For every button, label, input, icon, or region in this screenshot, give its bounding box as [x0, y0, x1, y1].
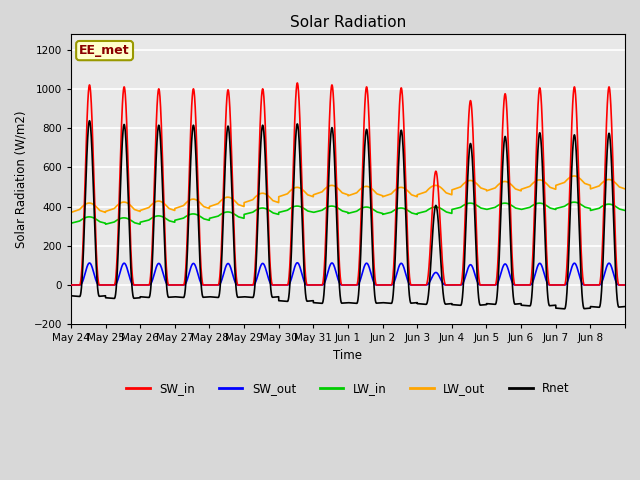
LW_out: [527, 182, 535, 188]
Rnet: [500, 140, 508, 145]
SW_out: [527, 282, 535, 288]
Rnet: [182, 278, 190, 284]
Line: LW_in: LW_in: [71, 202, 625, 224]
LW_in: [399, 205, 406, 211]
LW_out: [67, 210, 75, 216]
X-axis label: Time: Time: [333, 349, 362, 362]
LW_out: [369, 186, 376, 192]
SW_out: [294, 260, 301, 265]
SW_out: [621, 282, 629, 288]
Rnet: [86, 118, 93, 124]
SW_in: [527, 277, 535, 283]
Title: Solar Radiation: Solar Radiation: [290, 15, 406, 30]
SW_out: [67, 282, 75, 288]
Rnet: [369, 253, 376, 259]
LW_in: [500, 200, 508, 206]
LW_in: [369, 206, 376, 212]
SW_in: [369, 228, 376, 233]
Line: Rnet: Rnet: [71, 121, 625, 309]
SW_out: [399, 261, 406, 267]
Line: SW_out: SW_out: [71, 263, 625, 285]
LW_out: [570, 173, 578, 179]
SW_in: [294, 80, 301, 86]
SW_out: [541, 276, 549, 281]
LW_out: [500, 179, 508, 184]
Rnet: [541, 250, 549, 255]
LW_in: [570, 199, 578, 205]
Y-axis label: Solar Radiation (W/m2): Solar Radiation (W/m2): [15, 110, 28, 248]
Text: EE_met: EE_met: [79, 44, 130, 57]
SW_in: [621, 282, 629, 288]
SW_in: [541, 221, 549, 227]
SW_in: [399, 92, 406, 97]
SW_in: [182, 265, 189, 271]
Rnet: [399, 133, 406, 139]
LW_in: [527, 204, 535, 209]
LW_out: [182, 200, 189, 206]
SW_in: [67, 282, 75, 288]
LW_in: [541, 202, 549, 208]
Line: SW_in: SW_in: [71, 83, 625, 285]
Rnet: [621, 304, 629, 310]
SW_out: [182, 280, 189, 286]
LW_out: [541, 180, 549, 185]
SW_out: [500, 262, 508, 268]
LW_in: [621, 207, 629, 213]
Line: LW_out: LW_out: [71, 176, 625, 213]
Rnet: [527, 299, 535, 305]
SW_out: [369, 276, 376, 282]
LW_in: [182, 214, 190, 219]
Legend: SW_in, SW_out, LW_in, LW_out, Rnet: SW_in, SW_out, LW_in, LW_out, Rnet: [122, 377, 574, 399]
Rnet: [67, 293, 75, 299]
LW_out: [621, 186, 629, 192]
Rnet: [561, 306, 568, 312]
LW_in: [102, 221, 109, 227]
LW_in: [67, 220, 75, 226]
SW_in: [500, 98, 508, 104]
LW_out: [398, 185, 406, 191]
